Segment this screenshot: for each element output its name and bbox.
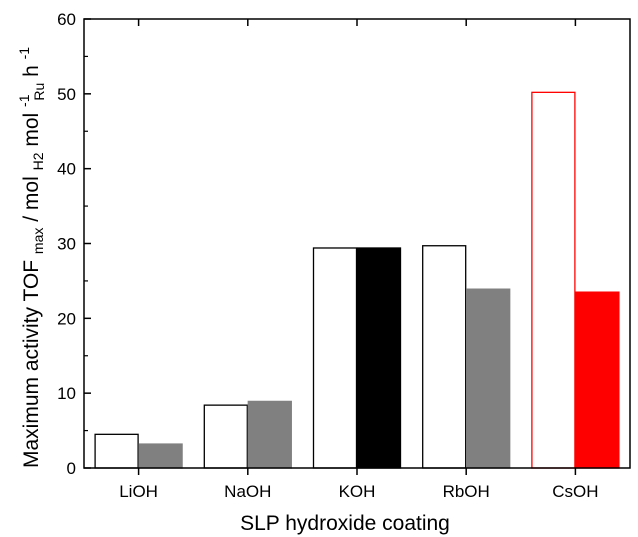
bar-koh-series2 [356, 247, 402, 469]
y-axis-title-sub-max: max [30, 228, 46, 254]
x-tick-label-lioh: LiOH [119, 482, 158, 501]
bar-csoh-series1 [531, 91, 576, 469]
y-axis-title-unit1: / mol [20, 176, 43, 222]
x-tick-label-csoh: CsOH [552, 482, 598, 501]
y-axis-title-sub-ru: Ru [31, 83, 47, 101]
y-ticks-group: 0 10 20 30 40 50 60 [57, 10, 91, 478]
y-axis-title: Maximum activity TOF max / mol H2 mol -1… [11, 47, 49, 468]
y-tick-label: 60 [57, 10, 76, 29]
y-axis-title-sup-minus1: -1 [16, 94, 32, 107]
bar-rboh-series1 [422, 245, 467, 469]
x-ticks-group: LiOH NaOH KOH RbOH CsOH [119, 19, 599, 501]
y-tick-label: 50 [57, 85, 76, 104]
y-tick-label: 10 [57, 384, 76, 403]
x-tick-label-koh: KOH [339, 482, 376, 501]
y-axis-title-sub-h2: H2 [30, 152, 46, 170]
y-tick-label: 0 [67, 459, 76, 478]
y-tick-label: 20 [57, 309, 76, 328]
x-tick-label-naoh: NaOH [224, 482, 271, 501]
x-tick-label-rboh: RbOH [443, 482, 490, 501]
y-tick-label: 40 [57, 160, 76, 179]
bar-rboh-series2 [466, 288, 511, 469]
y-axis-title-unit3: h [20, 65, 43, 77]
bar-lioh-series2 [138, 443, 183, 469]
bar-naoh-series1 [203, 404, 248, 469]
y-axis-title-unit2: mol [20, 113, 43, 147]
y-tick-label: 30 [57, 235, 76, 254]
y-axis-title-sup-minus1-b: -1 [16, 47, 32, 60]
bar-lioh-series1 [94, 433, 139, 469]
bars-group [94, 91, 620, 469]
y-axis-title-main: Maximum activity TOF [20, 260, 43, 468]
bar-csoh-series2 [575, 291, 620, 469]
bar-naoh-series2 [247, 400, 292, 469]
bar-koh-series1 [312, 247, 358, 469]
x-axis-title: SLP hydroxide coating [240, 512, 450, 535]
